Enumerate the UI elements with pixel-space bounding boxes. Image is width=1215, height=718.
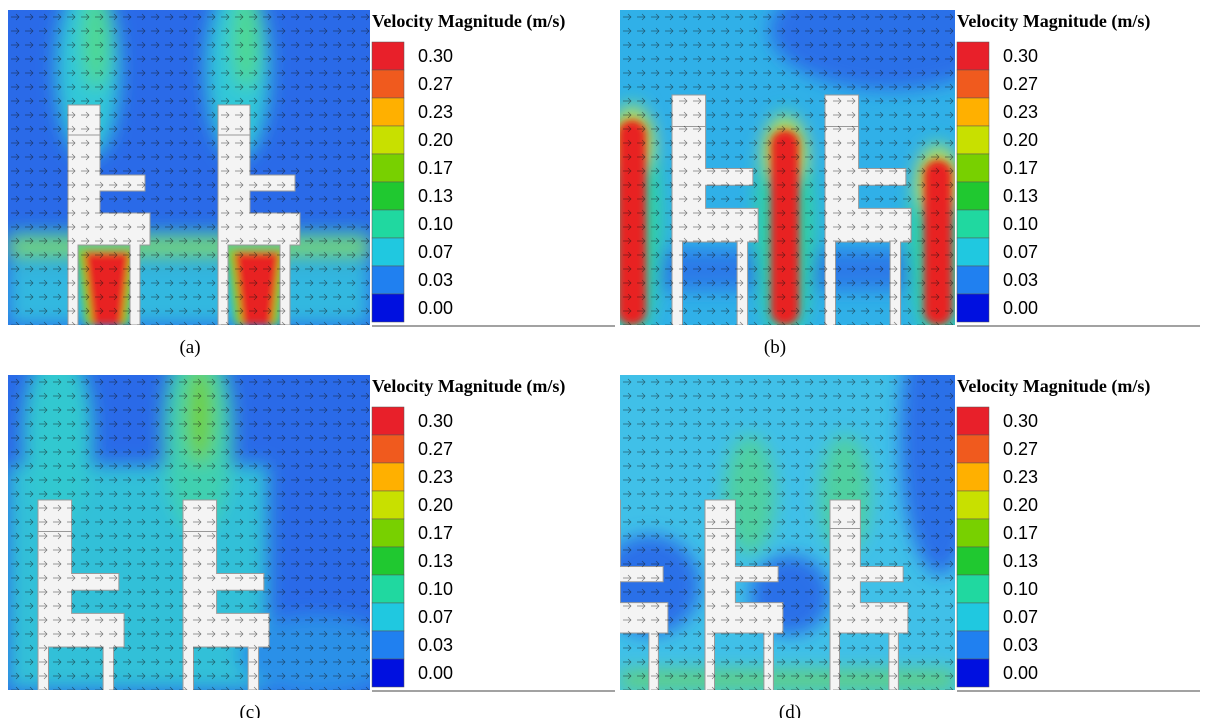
color-band [371,237,405,267]
color-band [371,574,405,604]
color-band [956,97,990,127]
legend-level: 0.00 [418,663,453,683]
color-band [371,153,405,183]
color-band [956,434,990,464]
color-band [371,97,405,127]
legend-level: 0.03 [418,635,453,655]
vectors [8,375,370,690]
contour-plot [8,10,370,325]
legend-level: 0.03 [1003,635,1038,655]
color-band [371,630,405,660]
legend-level: 0.23 [1003,102,1038,122]
legend-level: 0.00 [418,298,453,318]
legend-level: 0.23 [418,467,453,487]
contour-plot [620,375,955,690]
color-band [956,602,990,632]
legend-level: 0.27 [418,439,453,459]
color-band [371,602,405,632]
color-band [956,546,990,576]
color-band [371,658,405,688]
color-band [956,153,990,183]
color-band [371,546,405,576]
legend-level: 0.13 [418,551,453,571]
caption: (b) [764,337,786,358]
legend-title: Velocity Magnitude (m/s) [372,376,565,397]
legend-level: 0.10 [1003,214,1038,234]
legend-level: 0.27 [418,74,453,94]
color-band [956,518,990,548]
legend-level: 0.17 [1003,158,1038,178]
legend-level: 0.10 [1003,579,1038,599]
color-band [371,69,405,99]
color-band [371,181,405,211]
legend-level: 0.20 [1003,495,1038,515]
legend-level: 0.23 [1003,467,1038,487]
color-band [956,406,990,436]
legend-level: 0.30 [418,46,453,66]
color-band [371,518,405,548]
legend-level: 0.17 [1003,523,1038,543]
color-band [371,125,405,155]
legend-level: 0.13 [418,186,453,206]
contour-plot [8,375,370,690]
vectors [620,375,955,690]
caption: (a) [179,337,200,358]
legend-level: 0.27 [1003,439,1038,459]
color-band [956,125,990,155]
color-band [956,574,990,604]
color-band [956,41,990,71]
vectors [620,10,955,325]
legend-level: 0.20 [1003,130,1038,150]
color-band [956,630,990,660]
legend-level: 0.30 [1003,46,1038,66]
legend-level: 0.07 [418,607,453,627]
color-band [371,41,405,71]
legend-level: 0.20 [418,495,453,515]
color-band [371,209,405,239]
color-band [371,490,405,520]
contour-plot [620,10,955,325]
legend-level: 0.03 [1003,270,1038,290]
color-band [956,181,990,211]
color-band [371,293,405,323]
legend-title: Velocity Magnitude (m/s) [372,11,565,32]
vectors [8,10,370,325]
legend-level: 0.23 [418,102,453,122]
legend-level: 0.03 [418,270,453,290]
legend-level: 0.00 [1003,298,1038,318]
legend-level: 0.10 [418,579,453,599]
legend-level: 0.13 [1003,551,1038,571]
legend-level: 0.30 [418,411,453,431]
legend-level: 0.07 [1003,607,1038,627]
legend-title: Velocity Magnitude (m/s) [957,11,1150,32]
color-band [956,462,990,492]
color-band [956,69,990,99]
legend-level: 0.17 [418,523,453,543]
caption: (c) [239,702,260,718]
color-band [371,265,405,295]
legend-title: Velocity Magnitude (m/s) [957,376,1150,397]
color-band [956,293,990,323]
color-band [956,490,990,520]
color-band [956,237,990,267]
legend-level: 0.13 [1003,186,1038,206]
legend-level: 0.00 [1003,663,1038,683]
legend-level: 0.30 [1003,411,1038,431]
caption: (d) [779,702,801,718]
color-band [956,265,990,295]
legend-level: 0.27 [1003,74,1038,94]
legend-level: 0.07 [418,242,453,262]
color-band [956,658,990,688]
color-band [371,434,405,464]
legend-level: 0.07 [1003,242,1038,262]
color-band [956,209,990,239]
color-band [371,406,405,436]
legend-level: 0.20 [418,130,453,150]
legend-level: 0.17 [418,158,453,178]
color-band [371,462,405,492]
legend-level: 0.10 [418,214,453,234]
